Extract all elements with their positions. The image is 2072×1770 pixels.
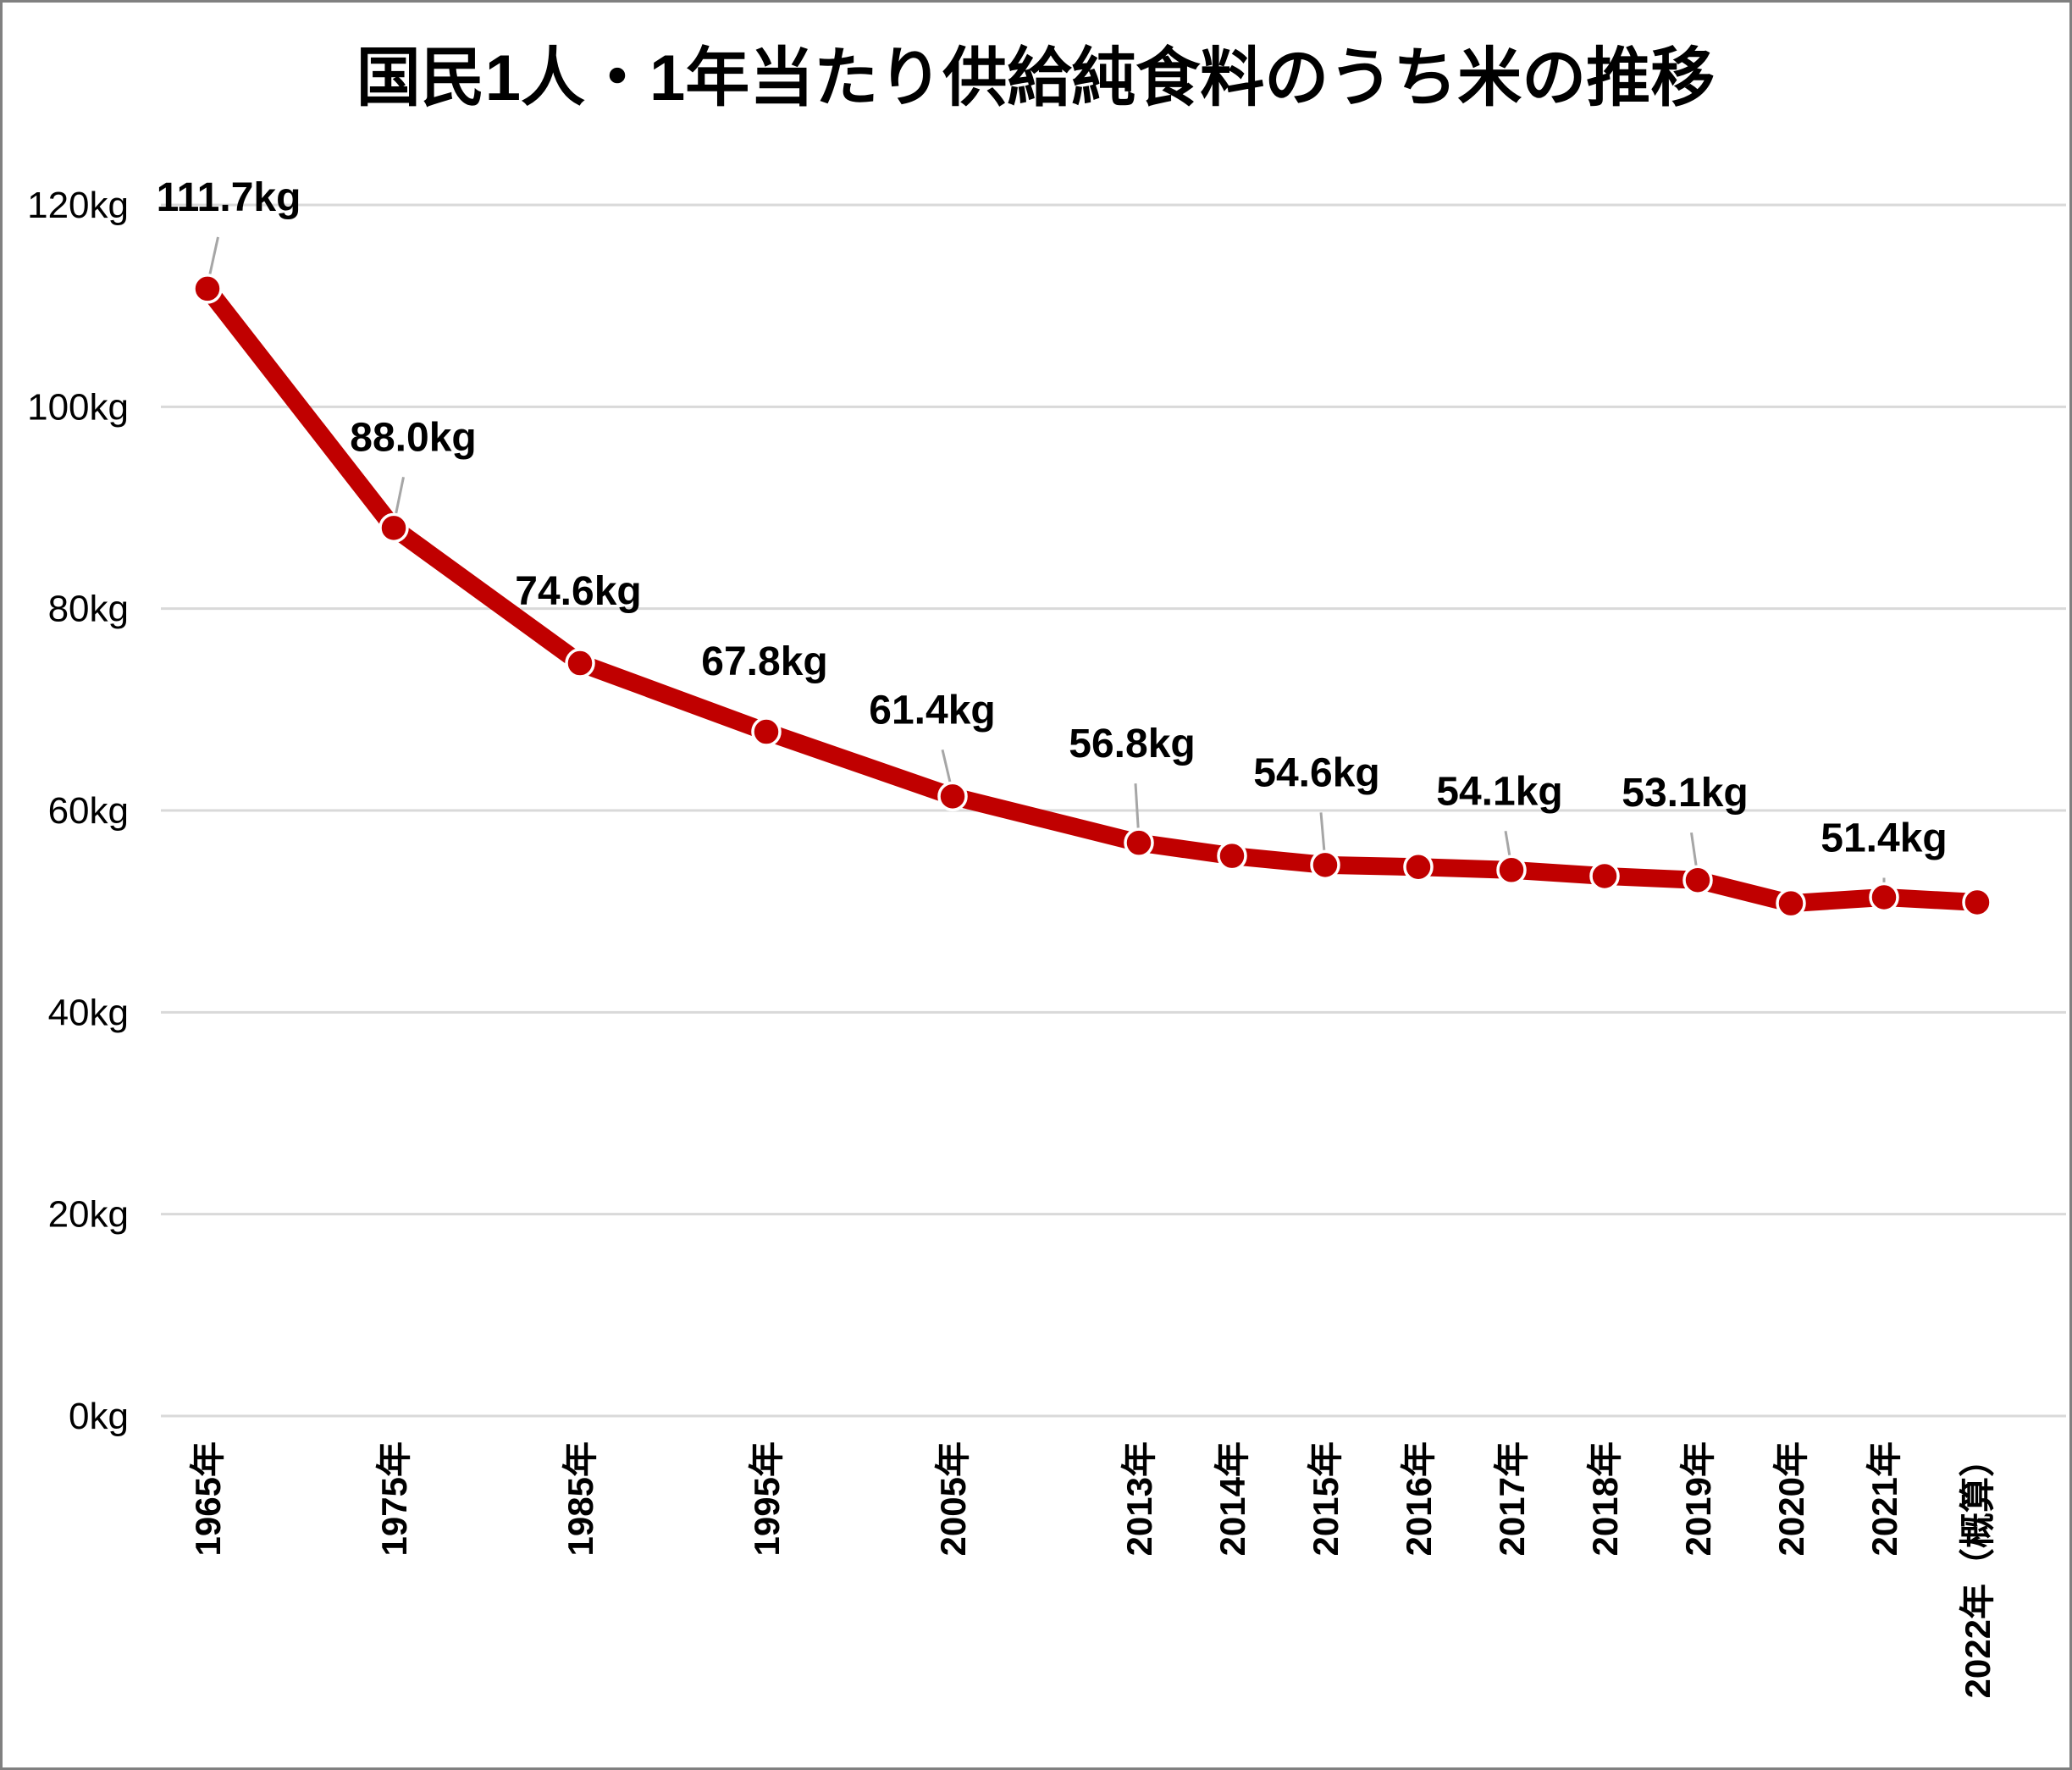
x-tick-label-2013年: 2013年 [1119, 1441, 1159, 1556]
data-point-marker-1985年 [565, 648, 595, 678]
data-point-marker-2019年 [1682, 865, 1713, 895]
data-point-marker-2014年 [1217, 840, 1247, 871]
data-point-marker-2016年 [1403, 851, 1434, 882]
data-label-1975年: 88.0kg [350, 415, 476, 460]
gridlines-layer [161, 203, 2066, 1418]
data-point-marker-2017年 [1496, 855, 1527, 886]
data-point-marker-1995年 [751, 716, 782, 747]
y-tick-label-80kg: 80kg [48, 589, 129, 630]
x-tick-label-2019年: 2019年 [1678, 1441, 1718, 1556]
x-tick-label-1975年: 1975年 [374, 1441, 414, 1556]
x-tick-label-2021年: 2021年 [1865, 1441, 1904, 1556]
data-label-2021年: 51.4kg [1821, 816, 1947, 860]
data-label-2017年: 54.1kg [1436, 769, 1562, 814]
x-tick-label-2014年: 2014年 [1213, 1441, 1252, 1556]
data-point-marker-1975年 [378, 512, 409, 544]
x-tick-label-2020年: 2020年 [1771, 1441, 1811, 1556]
x-tick-label-2022年（概算）: 2022年（概算） [1958, 1441, 1997, 1698]
y-tick-label-40kg: 40kg [48, 992, 129, 1033]
data-label-1995年: 67.8kg [701, 639, 827, 684]
data-label-1965年: 111.7kg [157, 175, 301, 220]
y-tick-label-0kg: 0kg [69, 1396, 129, 1437]
data-point-marker-2021年 [1869, 882, 1899, 913]
chart-title: 国民1人・1年当たり供給純食料のうち米の推移 [356, 42, 1716, 114]
data-point-marker-1965年 [192, 274, 223, 304]
data-label-2005年: 61.4kg [869, 688, 995, 733]
x-tick-label-2005年: 2005年 [933, 1441, 973, 1556]
y-tick-label-60kg: 60kg [48, 790, 129, 832]
data-point-marker-2020年 [1776, 888, 1806, 919]
data-label-2019年: 53.1kg [1622, 771, 1748, 816]
data-point-marker-2013年 [1124, 827, 1154, 858]
x-tick-label-1965年: 1965年 [188, 1441, 228, 1556]
x-tick-label-1985年: 1985年 [561, 1441, 600, 1556]
data-label-2015年: 54.6kg [1253, 750, 1379, 795]
x-axis-tick-labels: 1965年 1975年 1985年 1995年 2005年 2013年 2014年 2015年… [188, 1441, 1997, 1698]
x-tick-label-2015年: 2015年 [1306, 1441, 1345, 1556]
y-tick-label-20kg: 20kg [48, 1194, 129, 1236]
data-label-2013年: 56.8kg [1069, 722, 1195, 766]
x-tick-label-2018年: 2018年 [1585, 1441, 1625, 1556]
data-point-marker-2018年 [1589, 860, 1620, 892]
data-label-1985年: 74.6kg [515, 569, 641, 614]
y-tick-label-120kg: 120kg [27, 185, 129, 226]
data-series-layer [192, 274, 1992, 919]
data-point-marker-2022年（概算） [1962, 887, 1992, 918]
x-tick-label-1995年: 1995年 [747, 1441, 787, 1556]
x-tick-label-2016年: 2016年 [1399, 1441, 1439, 1556]
data-point-marker-2005年 [937, 781, 968, 812]
y-axis-tick-labels: 0kg 20kg 40kg 60kg 80kg 100kg 120kg [27, 185, 129, 1437]
y-tick-label-100kg: 100kg [27, 386, 129, 428]
x-tick-label-2017年: 2017年 [1492, 1441, 1532, 1556]
data-labels-layer: 111.7kg 88.0kg 74.6kg 67.8kg 61.4kg 56.8kg 54.… [157, 175, 1948, 861]
data-point-marker-2015年 [1310, 849, 1340, 881]
